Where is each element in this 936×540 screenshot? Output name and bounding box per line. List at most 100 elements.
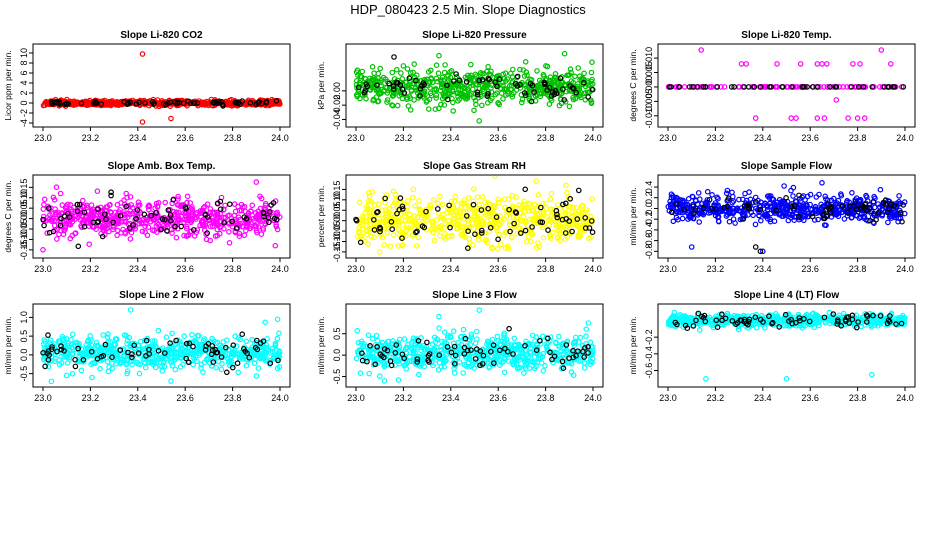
point-all: [523, 238, 530, 245]
point-all: [127, 194, 134, 200]
point-all: [121, 218, 127, 225]
x-tick-label: 23.8: [537, 393, 555, 403]
point-all: [198, 361, 205, 368]
point-all: [696, 219, 703, 225]
point-selected: [40, 216, 46, 223]
point-selected: [751, 84, 758, 90]
point-selected: [844, 209, 851, 215]
point-all: [555, 220, 562, 226]
point-all-outlier: [63, 372, 70, 379]
point-selected: [476, 77, 483, 84]
point-all: [489, 82, 495, 89]
point-selected: [731, 84, 738, 90]
point-all: [78, 367, 85, 374]
point-selected: [492, 79, 499, 85]
point-selected: [434, 206, 441, 212]
point-all: [276, 351, 283, 357]
point-selected: [485, 76, 492, 82]
point-selected: [153, 210, 159, 216]
point-all: [69, 219, 76, 225]
point-all: [588, 100, 595, 107]
point-selected: [191, 227, 197, 233]
point-selected: [827, 84, 833, 90]
point-all: [509, 66, 516, 73]
point-selected: [268, 202, 275, 208]
point-all: [485, 63, 491, 70]
x-tick-label: 23.4: [129, 264, 147, 274]
point-selected: [580, 80, 587, 86]
point-selected: [214, 349, 221, 356]
point-all: [807, 191, 814, 198]
point-all: [433, 217, 440, 223]
point-all: [466, 236, 473, 242]
point-all: [257, 193, 263, 200]
point-selected: [186, 340, 193, 347]
point-all: [142, 223, 148, 230]
point-all: [69, 331, 76, 338]
point-all: [588, 220, 595, 226]
point-all: [576, 234, 583, 240]
point-all: [41, 196, 48, 203]
point-all: [210, 356, 217, 363]
point-all: [534, 68, 540, 74]
point-all: [105, 338, 112, 345]
point-all-outlier: [814, 115, 821, 121]
point-all: [822, 193, 829, 200]
point-all: [45, 363, 52, 370]
point-all: [417, 207, 424, 214]
point-all: [436, 232, 443, 239]
point-all: [540, 234, 547, 241]
point-all: [721, 84, 728, 90]
point-selected: [537, 204, 544, 211]
point-selected: [528, 98, 535, 105]
point-selected: [103, 216, 109, 223]
point-selected: [125, 100, 132, 106]
point-all: [549, 79, 555, 86]
y-tick-label: -0.5: [19, 366, 29, 382]
point-selected: [582, 215, 589, 221]
point-all-outlier: [833, 97, 840, 103]
point-all: [562, 236, 569, 243]
point-all: [425, 106, 432, 112]
point-all: [449, 88, 456, 95]
point-all: [193, 211, 199, 217]
x-tick-label: 23.4: [442, 264, 460, 274]
point-selected: [517, 82, 523, 88]
y-tick-label: -0.5: [332, 369, 342, 385]
point-all: [100, 332, 107, 338]
point-all: [120, 346, 127, 353]
point-all: [495, 196, 502, 203]
point-all: [57, 190, 64, 197]
point-all: [522, 58, 529, 65]
point-all: [828, 197, 835, 204]
point-all: [435, 367, 442, 373]
y-tick-label: 0.10: [332, 191, 342, 209]
point-all: [124, 337, 131, 344]
point-selected: [752, 199, 759, 205]
point-all: [380, 215, 386, 222]
point-all: [80, 197, 86, 204]
point-all: [407, 107, 414, 113]
point-all: [474, 209, 481, 216]
point-selected: [190, 343, 196, 350]
point-all: [365, 241, 371, 247]
point-all: [193, 214, 200, 221]
point-all: [681, 84, 688, 90]
point-selected: [881, 84, 888, 90]
point-all: [503, 228, 510, 235]
point-all: [841, 216, 848, 222]
panel-title: Slope Li-820 Temp.: [741, 30, 832, 41]
point-selected: [230, 342, 237, 349]
point-selected: [136, 99, 142, 106]
point-selected: [827, 210, 834, 216]
point-selected: [61, 348, 67, 354]
point-all: [68, 206, 75, 213]
point-all: [402, 217, 409, 224]
y-tick-label: -0.005: [644, 89, 654, 115]
point-selected: [553, 90, 560, 97]
point-selected: [744, 203, 751, 209]
point-selected: [355, 84, 362, 91]
x-tick-label: 23.8: [537, 264, 555, 274]
point-all: [546, 101, 553, 107]
panel-title: Slope Line 3 Flow: [432, 290, 517, 301]
